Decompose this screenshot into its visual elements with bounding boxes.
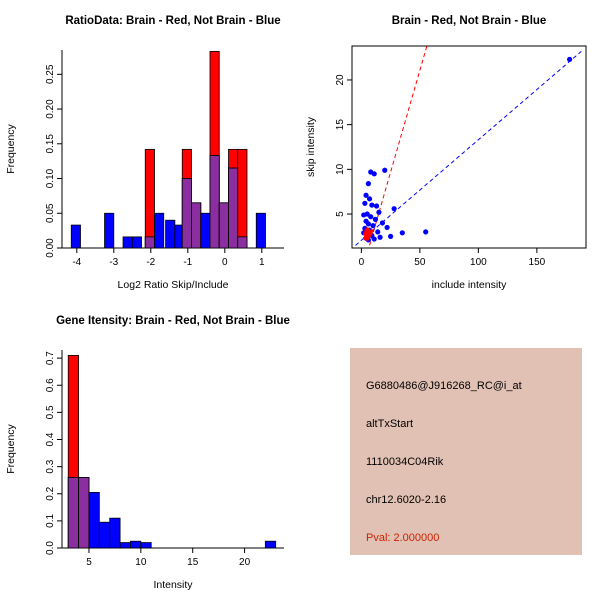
svg-text:10: 10 (135, 557, 147, 568)
svg-text:150: 150 (529, 257, 546, 268)
svg-text:0: 0 (222, 257, 228, 268)
info-box: G6880486@J916268_RC@i_at altTxStart 1110… (350, 348, 582, 555)
svg-text:15: 15 (335, 119, 346, 131)
svg-text:0.20: 0.20 (45, 99, 56, 119)
svg-text:0.05: 0.05 (45, 203, 56, 223)
svg-text:Frequency: Frequency (5, 123, 17, 173)
svg-text:0.15: 0.15 (45, 134, 56, 154)
svg-text:100: 100 (470, 257, 487, 268)
panel-intensity-scatter: Brain - Red, Not Brain - Blue 0 50 100 150 5 1… (300, 0, 600, 300)
svg-text:-2: -2 (146, 257, 155, 268)
gene-name-text: 1110034C04Rik (366, 456, 444, 468)
svg-text:0.00: 0.00 (45, 238, 56, 258)
svg-text:20: 20 (239, 557, 251, 568)
panel-ratio-histogram: RatioData: Brain - Red, Not Brain - Blue… (0, 0, 300, 300)
svg-text:10: 10 (335, 163, 346, 175)
ratio-histogram-chart: RatioData: Brain - Red, Not Brain - Blue… (5, 15, 284, 291)
svg-text:0.0: 0.0 (45, 541, 56, 555)
svg-text:-4: -4 (72, 257, 81, 268)
svg-text:Intensity: Intensity (153, 579, 193, 591)
svg-text:5: 5 (335, 211, 346, 217)
svg-text:Log2 Ratio Skip/Include: Log2 Ratio Skip/Include (118, 279, 229, 291)
svg-text:0.6: 0.6 (45, 378, 56, 392)
svg-text:0.1: 0.1 (45, 513, 56, 527)
svg-text:0.3: 0.3 (45, 459, 56, 473)
svg-text:0.2: 0.2 (45, 486, 56, 500)
svg-text:-1: -1 (183, 257, 192, 268)
svg-text:5: 5 (86, 557, 92, 568)
svg-text:0.5: 0.5 (45, 405, 56, 419)
svg-text:Frequency: Frequency (5, 423, 17, 473)
svg-text:RatioData: Brain - Red, Not Br: RatioData: Brain - Red, Not Brain - Blue (65, 15, 280, 27)
svg-text:50: 50 (414, 257, 426, 268)
svg-text:20: 20 (335, 74, 346, 86)
svg-text:0.4: 0.4 (45, 432, 56, 446)
svg-text:-3: -3 (109, 257, 118, 268)
svg-text:0.10: 0.10 (45, 168, 56, 188)
intensity-scatter-chart: Brain - Red, Not Brain - Blue 0 50 100 150 5 1… (305, 15, 587, 291)
panel-info-box: G6880486@J916268_RC@i_at altTxStart 1110… (300, 300, 600, 600)
svg-text:0.7: 0.7 (45, 351, 56, 365)
svg-text:Gene Itensity: Brain - Red, No: Gene Itensity: Brain - Red, Not Brain - … (56, 315, 290, 327)
svg-text:0: 0 (359, 257, 365, 268)
svg-text:15: 15 (187, 557, 199, 568)
svg-text:include intensity: include intensity (432, 279, 507, 291)
svg-text:skip intensity: skip intensity (305, 116, 317, 177)
event-type-text: altTxStart (366, 418, 414, 430)
pval-text: Pval: 2.000000 (366, 532, 440, 544)
probe-id-text: G6880486@J916268_RC@i_at (366, 380, 522, 392)
gene-intensity-histogram-chart: Gene Itensity: Brain - Red, Not Brain - … (5, 315, 290, 591)
panel-gene-intensity-histogram: Gene Itensity: Brain - Red, Not Brain - … (0, 300, 300, 600)
genomic-location-text: chr12.6020-2.16 (366, 494, 447, 506)
svg-text:0.25: 0.25 (45, 64, 56, 84)
svg-text:Brain - Red, Not Brain - Blue: Brain - Red, Not Brain - Blue (392, 15, 547, 27)
svg-text:1: 1 (259, 257, 265, 268)
